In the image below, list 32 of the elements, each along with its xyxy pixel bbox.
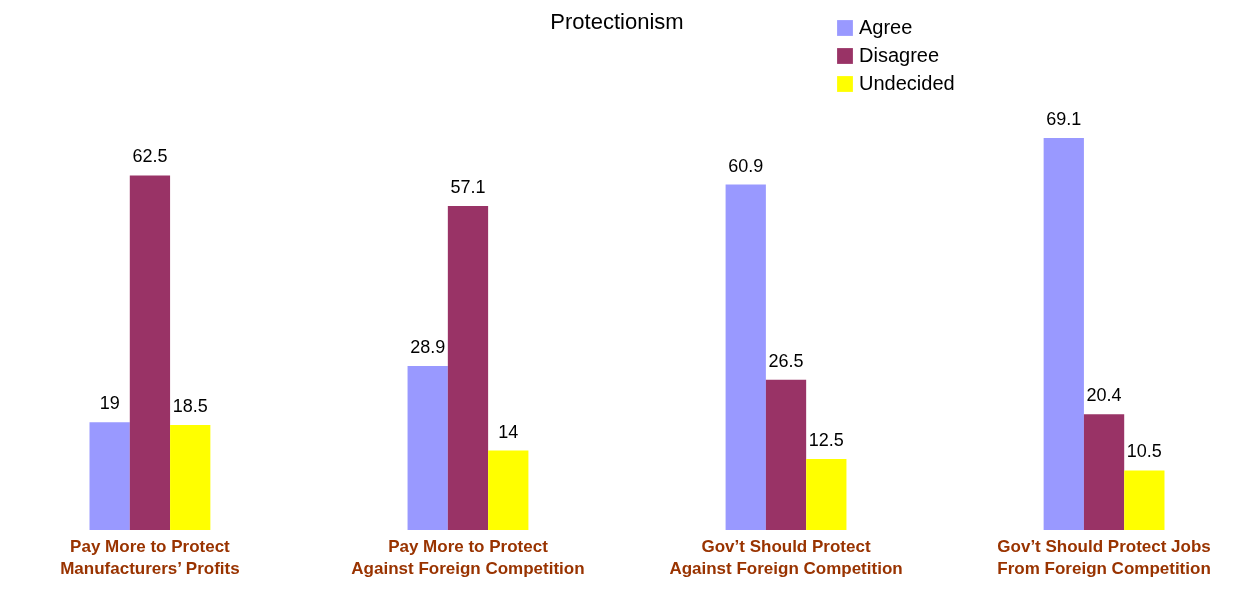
data-label: 26.5 [768, 350, 804, 371]
bar [1043, 138, 1084, 530]
bar [488, 450, 529, 530]
bar [806, 459, 847, 530]
x-tick-label: Pay More to Protect Manufacturers’ Profits [60, 536, 240, 578]
bar [89, 422, 130, 530]
bar [447, 206, 489, 530]
x-tick-label: Gov’t Should Protect Jobs From Foreign Competition [997, 536, 1211, 578]
data-label: 28.9 [410, 337, 446, 358]
bar [170, 425, 211, 530]
data-label: 14 [498, 421, 519, 442]
data-label: 57.1 [450, 177, 486, 198]
bar [1083, 414, 1125, 530]
legend-label: Agree [859, 16, 913, 38]
chart-title: Protectionism [550, 9, 684, 34]
x-tick-label: Gov’t Should Protect Against Foreign Competition [669, 536, 903, 578]
data-label: 18.5 [172, 396, 208, 417]
bar [407, 366, 448, 530]
data-label: 62.5 [132, 146, 168, 167]
data-label: 19 [99, 393, 120, 414]
data-label: 10.5 [1126, 441, 1162, 462]
bar [1124, 470, 1165, 530]
legend-label: Undecided [859, 72, 955, 94]
x-tick-label: Pay More to Protect Against Foreign Competition [351, 536, 585, 578]
bar [129, 175, 171, 530]
data-label: 12.5 [808, 430, 844, 451]
bar [725, 184, 766, 530]
bar [765, 379, 807, 530]
data-label: 60.9 [728, 155, 764, 176]
data-label: 69.1 [1046, 109, 1082, 129]
data-label: 20.4 [1086, 385, 1122, 406]
legend-label: Disagree [859, 44, 940, 66]
